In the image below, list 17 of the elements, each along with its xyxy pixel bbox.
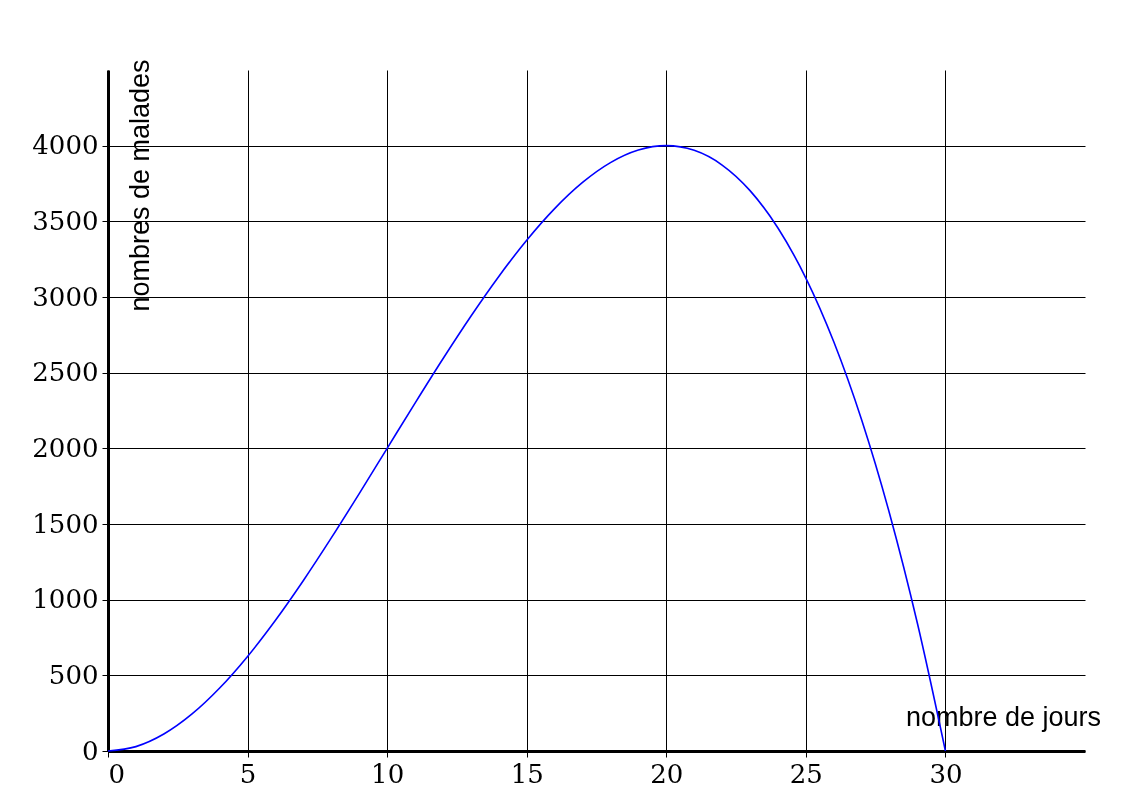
y-tick-label: 2500 [32, 357, 99, 388]
x-tick-label: 20 [650, 758, 684, 789]
y-axis-title: nombres de malades [124, 59, 155, 312]
y-tick-label: 4000 [32, 130, 99, 161]
y-tick-label: 3000 [32, 281, 99, 312]
y-tick-label: 1000 [32, 584, 99, 615]
x-tick-label: 0 [108, 758, 126, 789]
x-tick-label: 30 [929, 758, 963, 789]
x-tick-label: 25 [789, 758, 823, 789]
x-tick-label: 15 [510, 758, 544, 789]
x-tick-label: 10 [371, 758, 405, 789]
y-tick-label: 500 [48, 659, 99, 690]
y-tick-label: 1500 [32, 508, 99, 539]
y-tick-label: 3500 [32, 205, 99, 236]
y-tick-label: 0 [81, 735, 99, 766]
y-tick-label: 2000 [32, 432, 99, 463]
x-tick-label: 5 [239, 758, 257, 789]
